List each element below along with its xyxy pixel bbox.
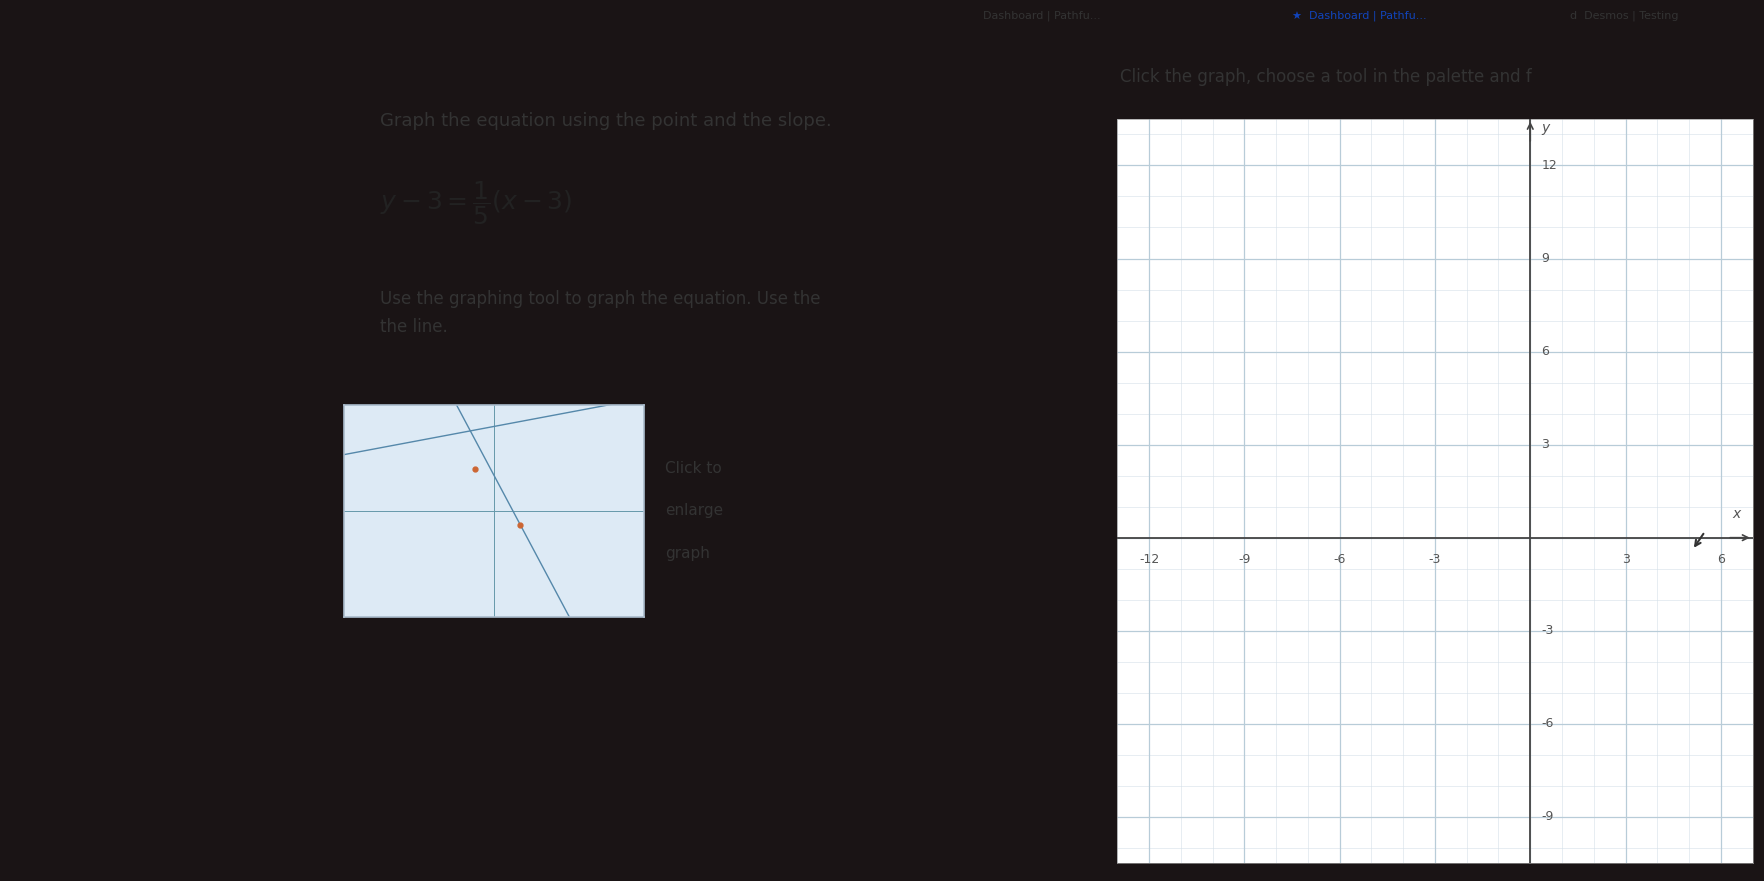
Text: -3: -3 [1427, 553, 1441, 566]
Text: Dashboard | Pathfu...: Dashboard | Pathfu... [983, 11, 1099, 20]
Text: 12: 12 [1540, 159, 1556, 172]
Text: d  Desmos | Testing: d Desmos | Testing [1568, 11, 1678, 20]
Text: Click the graph, choose a tool in the palette and f: Click the graph, choose a tool in the pa… [1118, 68, 1531, 86]
Text: -12: -12 [1138, 553, 1159, 566]
Text: -9: -9 [1237, 553, 1251, 566]
Text: Use the graphing tool to graph the equation. Use the
the line.: Use the graphing tool to graph the equat… [379, 290, 820, 336]
Text: -9: -9 [1540, 811, 1552, 824]
Text: -6: -6 [1332, 553, 1346, 566]
Text: ★  Dashboard | Pathfu...: ★ Dashboard | Pathfu... [1291, 11, 1425, 20]
Text: graph: graph [665, 545, 709, 561]
Text: 6: 6 [1540, 345, 1549, 358]
Text: 3: 3 [1621, 553, 1628, 566]
Text: y: y [1540, 122, 1549, 136]
Text: x: x [1732, 507, 1739, 521]
Text: -3: -3 [1540, 625, 1552, 637]
Text: $y - 3 = \dfrac{1}{5}(x - 3)$: $y - 3 = \dfrac{1}{5}(x - 3)$ [379, 180, 572, 227]
Text: Click to: Click to [665, 461, 721, 477]
Text: Graph the equation using the point and the slope.: Graph the equation using the point and t… [379, 112, 831, 130]
Text: -6: -6 [1540, 717, 1552, 730]
Text: 3: 3 [1540, 438, 1549, 451]
Text: enlarge: enlarge [665, 503, 723, 519]
Text: 6: 6 [1716, 553, 1723, 566]
Text: 9: 9 [1540, 252, 1549, 265]
